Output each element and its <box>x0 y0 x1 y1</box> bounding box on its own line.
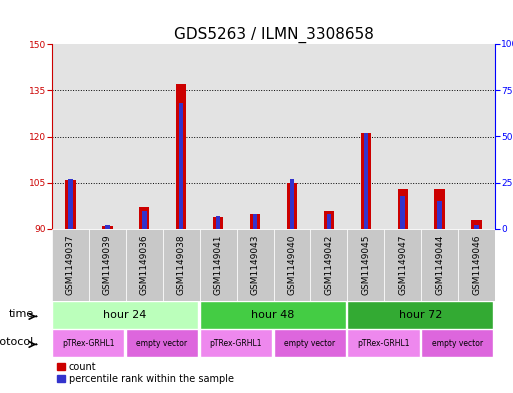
Bar <box>105 225 110 229</box>
Bar <box>361 133 371 229</box>
Bar <box>213 217 223 229</box>
Bar <box>126 229 163 301</box>
Bar <box>200 44 236 229</box>
Text: empty vector: empty vector <box>284 338 335 347</box>
Text: GSM1149042: GSM1149042 <box>324 235 333 295</box>
Bar <box>52 229 89 301</box>
Bar <box>216 216 221 229</box>
Bar <box>364 133 368 229</box>
Text: GSM1149037: GSM1149037 <box>66 235 75 296</box>
Bar <box>401 196 405 229</box>
Bar <box>458 44 495 229</box>
Text: protocol: protocol <box>0 336 34 347</box>
Text: hour 48: hour 48 <box>251 310 294 320</box>
Text: GSM1149038: GSM1149038 <box>176 235 186 296</box>
Bar <box>421 229 458 301</box>
Bar <box>52 44 89 229</box>
Text: hour 24: hour 24 <box>104 310 147 320</box>
Bar <box>89 44 126 229</box>
Bar <box>310 44 347 229</box>
Bar <box>475 225 479 229</box>
Title: GDS5263 / ILMN_3308658: GDS5263 / ILMN_3308658 <box>173 26 373 43</box>
Text: pTRex-GRHL1: pTRex-GRHL1 <box>62 338 114 347</box>
Bar <box>250 213 260 229</box>
Bar <box>200 229 236 301</box>
Bar <box>139 208 149 229</box>
Bar <box>163 229 200 301</box>
Bar <box>471 220 482 229</box>
Bar <box>287 183 297 229</box>
Text: GSM1149036: GSM1149036 <box>140 235 149 296</box>
Bar <box>327 214 331 229</box>
Bar <box>126 44 163 229</box>
Text: GSM1149041: GSM1149041 <box>213 235 223 295</box>
Bar <box>310 229 347 301</box>
Bar <box>324 211 334 229</box>
Bar <box>290 179 294 229</box>
Text: pTRex-GRHL1: pTRex-GRHL1 <box>210 338 262 347</box>
Text: GSM1149044: GSM1149044 <box>435 235 444 295</box>
Bar <box>347 44 384 229</box>
Bar <box>163 44 200 229</box>
Text: GSM1149039: GSM1149039 <box>103 235 112 296</box>
Bar <box>253 214 257 229</box>
Bar <box>68 179 73 229</box>
Bar <box>438 201 442 229</box>
Text: GSM1149045: GSM1149045 <box>361 235 370 295</box>
Bar <box>65 180 75 229</box>
Bar <box>421 44 458 229</box>
Legend: count, percentile rank within the sample: count, percentile rank within the sample <box>57 362 233 384</box>
Text: pTRex-GRHL1: pTRex-GRHL1 <box>357 338 410 347</box>
Bar <box>236 44 273 229</box>
Bar <box>179 103 184 229</box>
Text: hour 72: hour 72 <box>399 310 442 320</box>
Bar <box>102 226 112 229</box>
Bar <box>458 229 495 301</box>
Text: empty vector: empty vector <box>136 338 188 347</box>
Bar <box>384 229 421 301</box>
Bar <box>384 44 421 229</box>
Text: GSM1149046: GSM1149046 <box>472 235 481 295</box>
Bar <box>347 229 384 301</box>
Text: time: time <box>9 309 34 319</box>
Text: empty vector: empty vector <box>432 338 483 347</box>
Bar <box>176 84 186 229</box>
Text: GSM1149043: GSM1149043 <box>250 235 260 295</box>
Text: GSM1149040: GSM1149040 <box>287 235 297 295</box>
Bar <box>273 229 310 301</box>
Text: GSM1149047: GSM1149047 <box>398 235 407 295</box>
Bar <box>142 211 147 229</box>
Bar <box>236 229 273 301</box>
Bar <box>398 189 408 229</box>
Bar <box>89 229 126 301</box>
Bar <box>435 189 445 229</box>
Bar <box>273 44 310 229</box>
